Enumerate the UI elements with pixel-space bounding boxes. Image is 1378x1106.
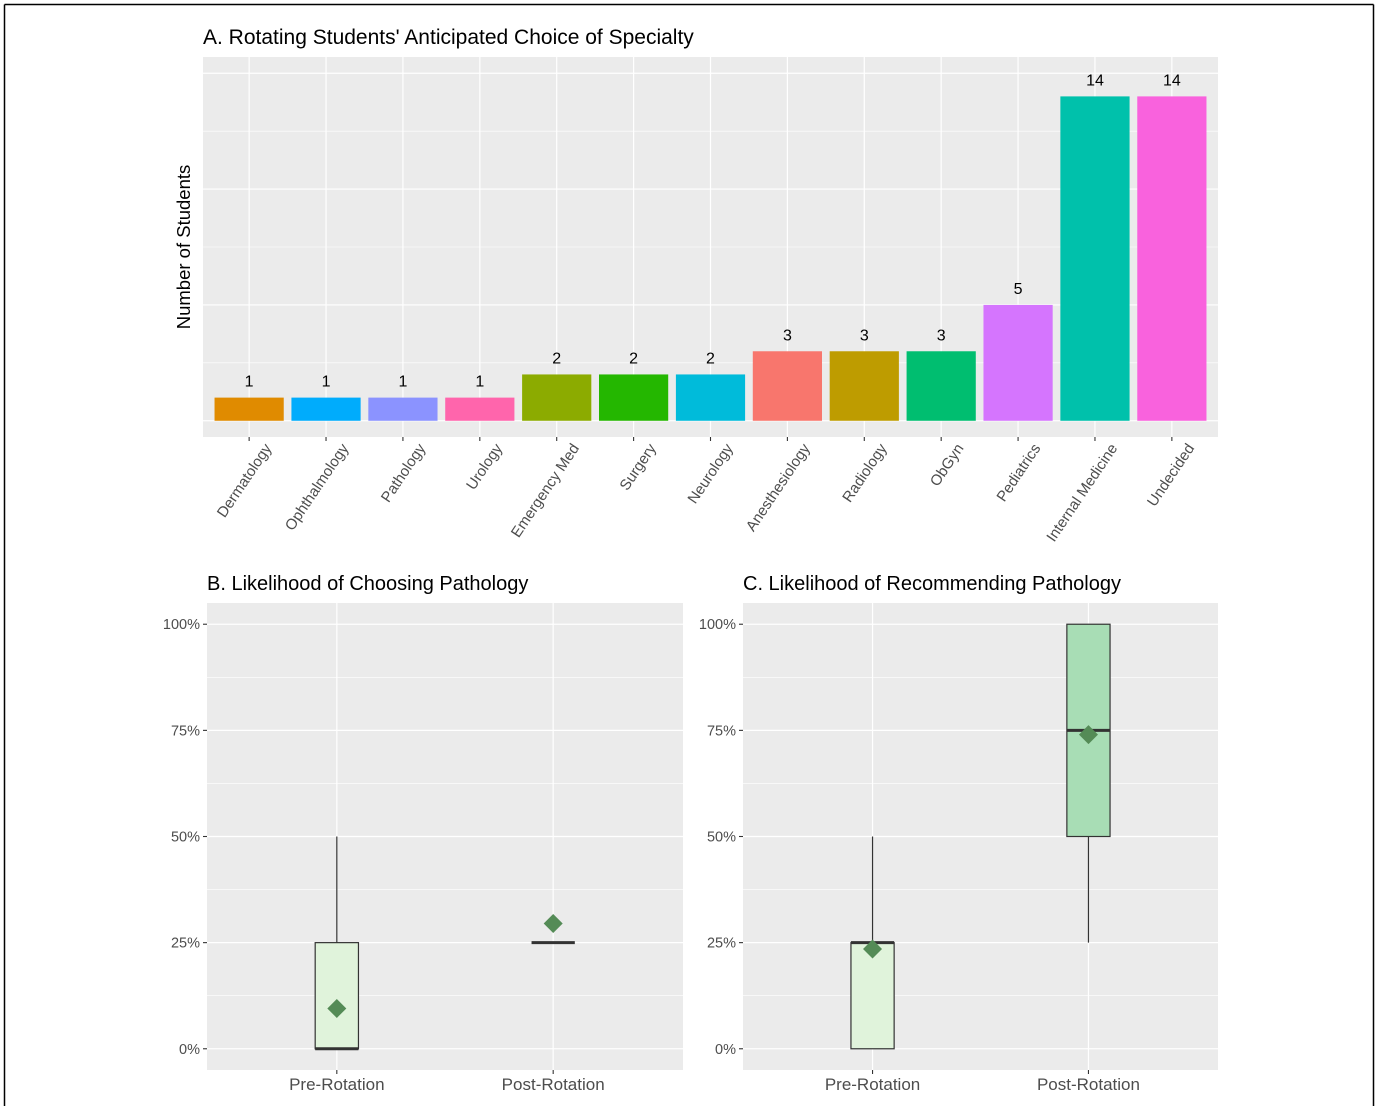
bar-dermatology	[214, 397, 284, 421]
mean-diamond-pre-rotation	[863, 939, 883, 959]
y-tick-label: 75%	[171, 723, 200, 739]
bar-surgery	[599, 374, 669, 421]
bar-obgyn	[906, 351, 976, 421]
figure-frame	[3, 3, 1375, 1106]
bar-radiology	[829, 351, 899, 421]
x-tick-label-post-rotation: Post-Rotation	[502, 1075, 605, 1094]
y-tick-label: 50%	[171, 830, 200, 846]
bar-value-label-anesthesiology: 3	[783, 327, 792, 344]
y-tick-label: 0%	[179, 1042, 200, 1058]
mean-diamond-post-rotation	[1078, 725, 1098, 745]
panel-b-title: B. Likelihood of Choosing Pathology	[207, 573, 528, 595]
y-tick-label: 25%	[707, 936, 736, 952]
bar-ophthalmology	[291, 397, 361, 421]
bar-value-label-pediatrics: 5	[1014, 281, 1023, 298]
y-tick-label: 100%	[163, 617, 200, 633]
bar-undecided	[1137, 96, 1207, 421]
x-tick-label-post-rotation: Post-Rotation	[1037, 1075, 1140, 1094]
panel-b-box-plot: 0% 25% 50% 75% 100% Pre-Rotation Post-Rotation	[163, 603, 683, 1094]
y-tick-label: 0%	[715, 1042, 736, 1058]
panel-a-y-axis-label: Number of Students	[173, 165, 194, 330]
y-tick-label: 100%	[699, 617, 736, 633]
bar-value-label-neurology: 2	[706, 350, 715, 367]
bar-neurology	[675, 374, 746, 421]
y-tick-label: 75%	[707, 723, 736, 739]
mean-diamond-pre-rotation	[327, 998, 347, 1018]
bar-value-label-dermatology: 1	[245, 374, 254, 391]
y-tick-label: 50%	[707, 830, 736, 846]
y-tick-label: 25%	[171, 936, 200, 952]
x-tick-label-pre-rotation: Pre-Rotation	[289, 1075, 384, 1094]
bar-value-label-radiology: 3	[860, 327, 869, 344]
bar-anesthesiology	[752, 351, 822, 421]
panel-a-title: A. Rotating Students' Anticipated Choice…	[203, 26, 694, 49]
panel-c-title: C. Likelihood of Recommending Pathology	[743, 573, 1121, 595]
bar-value-label-surgery: 2	[629, 350, 638, 367]
bar-value-label-emergency-med: 2	[552, 350, 561, 367]
bar-urology	[445, 397, 515, 421]
bar-pediatrics	[983, 304, 1053, 421]
panel-c-box-plot: 0% 25% 50% 75% 100% Pre-Rotation Post-Rotation	[699, 603, 1218, 1094]
bar-internal-medicine	[1060, 96, 1130, 421]
x-tick-label-pre-rotation: Pre-Rotation	[825, 1075, 920, 1094]
mean-diamond-post-rotation	[543, 914, 563, 934]
bar-value-label-undecided: 14	[1163, 72, 1181, 89]
box-pre-rotation	[850, 942, 895, 1050]
bar-value-label-pathology: 1	[398, 374, 407, 391]
bar-pathology	[368, 397, 438, 421]
bar-value-label-internal-medicine: 14	[1086, 72, 1104, 89]
bar-value-label-obgyn: 3	[937, 327, 946, 344]
bar-value-label-ophthalmology: 1	[322, 374, 331, 391]
bar-emergency-med	[522, 374, 592, 421]
box-pre-rotation	[314, 942, 360, 1050]
bar-value-label-urology: 1	[475, 374, 484, 391]
